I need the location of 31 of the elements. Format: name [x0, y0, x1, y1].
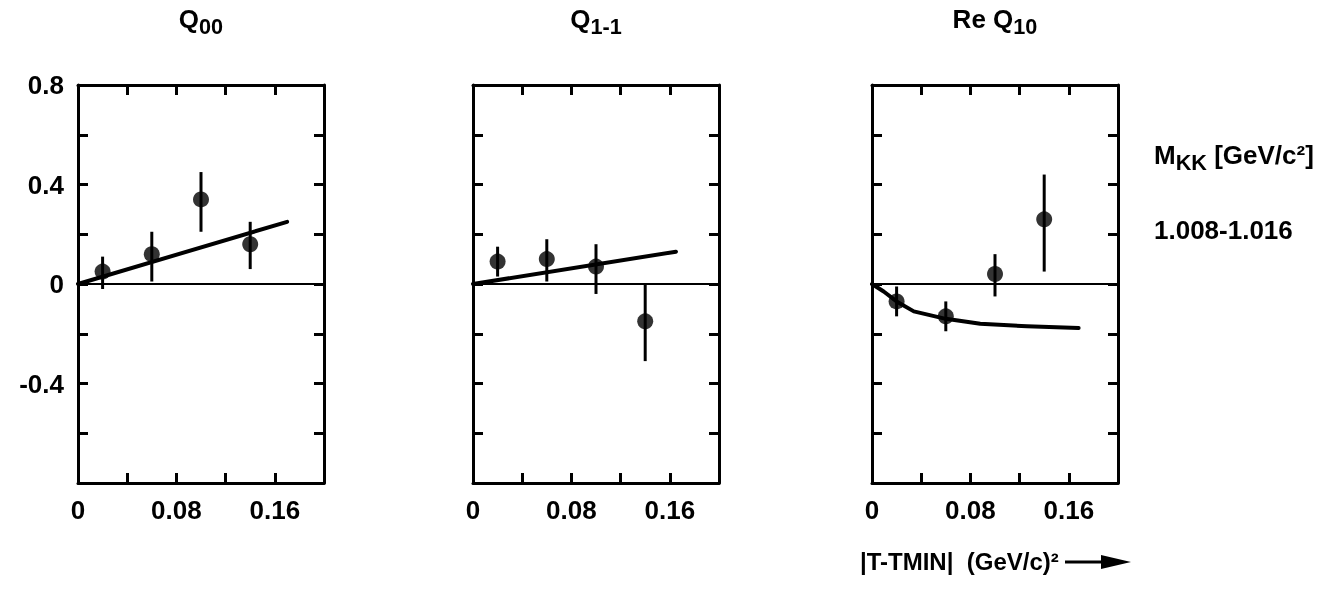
y-tick-label: 0.8	[27, 70, 64, 100]
x-tick-label: 0.16	[1043, 495, 1095, 525]
point	[637, 313, 654, 330]
x-tick-label: 0	[70, 495, 86, 525]
point	[987, 266, 1003, 283]
y-tick-label: -0.4	[19, 368, 65, 399]
chart-title: Re Q$_{10}$	[951, 4, 1039, 41]
x-tick-label: 0.16	[644, 495, 696, 525]
x-tick-label: 0	[864, 495, 880, 525]
x-tick-label: 0.08	[546, 495, 597, 525]
point	[538, 251, 555, 268]
point	[937, 308, 954, 325]
point	[193, 191, 209, 208]
chart-title: Q$_{00}$	[177, 4, 225, 41]
point	[94, 263, 111, 280]
text: 1.008-1.016	[1154, 215, 1293, 246]
x-tick-label: 0.08	[151, 495, 202, 525]
x-tick-label: 0.16	[249, 495, 301, 525]
point	[588, 258, 604, 275]
text: M$_{KK}$ [GeV/c²]	[1154, 140, 1314, 177]
x-tick-label: 0.08	[945, 495, 996, 525]
y-tick-label: 0	[49, 269, 64, 299]
x-tick-label: 0	[465, 495, 481, 525]
y-tick-label: 0.4	[27, 169, 65, 200]
x-axis-title: |T-TMIN| (GeV/c)²	[860, 548, 1059, 576]
point	[143, 246, 160, 263]
chart-title: Q$_{1-1}$	[569, 4, 623, 41]
point	[489, 253, 506, 270]
point	[242, 236, 259, 253]
point	[1036, 211, 1053, 228]
point	[888, 293, 905, 310]
